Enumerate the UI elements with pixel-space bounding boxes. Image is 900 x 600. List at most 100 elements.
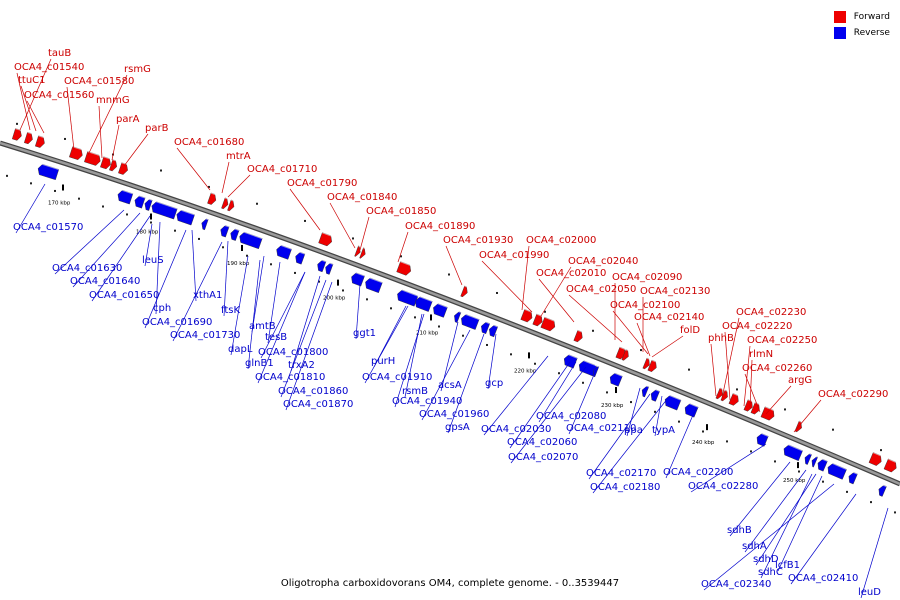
track-dot [832, 428, 834, 431]
forward-gene-label: OCA4_c02290 [818, 389, 888, 400]
track-dot [78, 197, 80, 200]
track-dot [102, 205, 104, 208]
forward-gene-highlight [112, 158, 119, 163]
forward-gene-highlight [358, 245, 363, 248]
reverse-gene-label: lcfB1 [775, 560, 800, 571]
reverse-gene-label: OCA4_c02110 [566, 423, 636, 434]
track-dot [352, 237, 354, 240]
track-dot [318, 280, 320, 283]
scale-tick [528, 352, 530, 359]
scale-tick-label: 210 kbp [416, 330, 439, 336]
forward-gene [573, 329, 585, 343]
forward-gene [621, 348, 631, 361]
reverse-gene-highlight [565, 352, 578, 359]
reverse-gene [684, 401, 699, 418]
reverse-gene [664, 393, 682, 411]
reverse-gene-label-leader [860, 507, 889, 599]
forward-gene-label-leader [538, 278, 575, 323]
scale-tick [615, 387, 617, 394]
track-dot [342, 289, 344, 292]
track-dot [630, 401, 632, 404]
reverse-gene [117, 188, 134, 205]
forward-gene-label: OCA4_c02220 [722, 321, 792, 332]
track-dot [414, 316, 416, 319]
forward-gene-label: OCA4_c02050 [566, 284, 636, 295]
reverse-gene [804, 451, 812, 465]
forward-gene-label: parA [116, 114, 140, 125]
reverse-gene-label: tesB [265, 332, 287, 343]
forward-gene-label: OCA4_c01990 [479, 250, 549, 261]
reverse-gene-label-leader [394, 313, 425, 408]
reverse-gene-highlight [483, 320, 491, 325]
forward-gene-label: OCA4_c01840 [327, 192, 397, 203]
reverse-gene-label: OCA4_c01800 [258, 347, 328, 358]
track-dot [894, 511, 896, 514]
reverse-gene-label: OCA4_c01810 [255, 372, 325, 383]
reverse-gene-label-leader [744, 469, 807, 553]
forward-gene-highlight [15, 127, 24, 132]
reverse-gene-highlight [178, 208, 195, 216]
track-dot [592, 329, 594, 332]
track-dot [462, 334, 464, 337]
forward-gene-label: OCA4_c01790 [287, 178, 357, 189]
reverse-gene-label: OCA4_c02030 [481, 424, 551, 435]
forward-gene-highlight [872, 451, 884, 458]
reverse-gene-label-leader [626, 387, 641, 437]
reverse-gene-highlight [880, 483, 887, 488]
reverse-gene-label: OCA4_c01570 [13, 222, 83, 233]
reverse-gene-label: OCA4_c01690 [142, 317, 212, 328]
scale-tick-label: 240 kbp [692, 440, 715, 446]
reverse-gene-label: xthA1 [193, 290, 222, 301]
reverse-gene-highlight [327, 261, 334, 265]
reverse-gene-label: OCA4_c01650 [89, 290, 159, 301]
track-dot [750, 450, 752, 453]
forward-gene-highlight [887, 458, 899, 464]
forward-gene-label-leader [724, 331, 731, 401]
forward-gene [359, 246, 368, 259]
track-dot [544, 310, 546, 313]
reverse-gene-label: glnB1 [245, 358, 274, 369]
reverse-gene-highlight [686, 401, 699, 408]
track-dot [256, 202, 258, 205]
genome-backbone [0, 141, 900, 486]
forward-gene-label-leader [445, 245, 463, 286]
reverse-gene [878, 483, 887, 497]
forward-gene-label: OCA4_c02040 [568, 256, 638, 267]
forward-gene-label: OCA4_c02250 [747, 335, 817, 346]
reverse-gene-highlight [652, 387, 660, 392]
forward-gene-label: ttuC1 [18, 75, 46, 86]
reverse-gene [783, 442, 803, 462]
reverse-gene-label: OCA4_c02170 [586, 468, 656, 479]
forward-gene-highlight [87, 150, 103, 157]
reverse-gene-label: OCA4_c02180 [590, 482, 660, 493]
forward-gene-label: OCA4_c02130 [640, 286, 710, 297]
reverse-gene-highlight [203, 217, 209, 221]
reverse-gene [415, 294, 433, 312]
forward-gene [720, 389, 730, 402]
reverse-gene-label: dapL [228, 344, 253, 355]
track-dot [582, 381, 584, 384]
reverse-gene [827, 461, 847, 480]
reverse-gene-label-leader [421, 329, 471, 421]
forward-gene-label-leader [540, 266, 572, 317]
track-dot [448, 273, 450, 276]
scale-tick-label: 170 kbp [48, 201, 71, 207]
forward-gene [318, 231, 334, 247]
scale-tick-label: 220 kbp [514, 368, 537, 374]
forward-gene-label: OCA4_c01580 [64, 76, 134, 87]
scale-tick [337, 279, 339, 286]
reverse-gene-highlight [367, 276, 383, 284]
forward-gene [109, 158, 119, 172]
forward-gene [532, 313, 545, 327]
forward-gene-label: OCA4_c01710 [247, 164, 317, 175]
scale-tick [241, 244, 243, 251]
scale-tick [150, 213, 152, 220]
reverse-gene [176, 208, 195, 226]
reverse-gene [578, 358, 598, 377]
reverse-gene [848, 470, 858, 485]
reverse-gene-label-leader [285, 281, 333, 411]
forward-gene-label-leader [98, 105, 103, 159]
reverse-gene-shape [609, 372, 623, 387]
reverse-gene-highlight [297, 250, 306, 255]
